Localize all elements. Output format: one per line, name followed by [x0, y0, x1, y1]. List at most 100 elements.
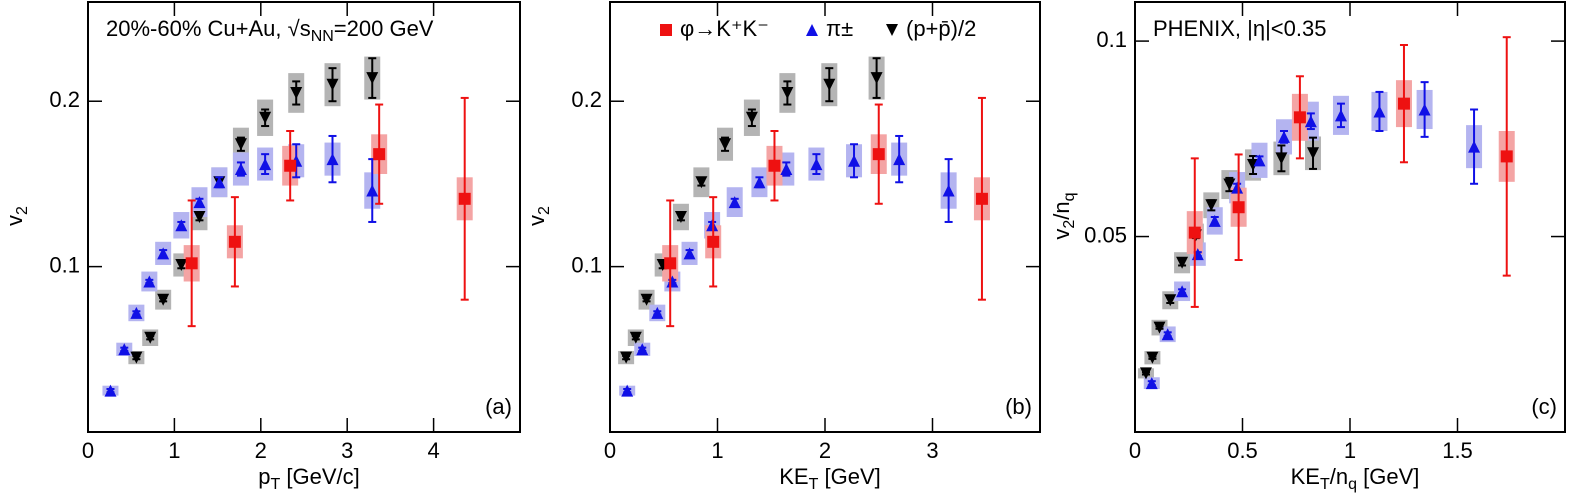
point [719, 138, 732, 151]
x-axis-label-part: [GeV/c] [280, 464, 359, 489]
point [185, 257, 198, 270]
point [706, 219, 719, 232]
y-axis-label-part: v [1049, 229, 1074, 240]
point [848, 154, 861, 167]
point [1176, 256, 1189, 269]
annotation-part: s [300, 16, 311, 41]
point [284, 159, 297, 172]
point [1397, 97, 1410, 110]
point [1208, 214, 1221, 227]
point [213, 176, 226, 189]
point [118, 343, 131, 356]
point [753, 176, 766, 189]
point [823, 78, 836, 91]
x-tick-label: 0 [604, 438, 616, 463]
point [157, 293, 170, 306]
y-axis-label: v2 [524, 206, 553, 226]
y-tick-label: 0.05 [1084, 222, 1127, 247]
x-axis-label: KET [GeV] [779, 464, 881, 493]
point [810, 158, 823, 171]
point [1468, 140, 1481, 153]
point [104, 384, 117, 397]
point [326, 153, 339, 166]
point [1205, 199, 1218, 212]
point [130, 351, 143, 364]
point [745, 111, 758, 124]
x-tick-label: 0 [1129, 438, 1141, 463]
point [674, 211, 687, 223]
point [1188, 226, 1201, 239]
legend-marker [806, 24, 818, 36]
legend-label: φ→K⁺K⁻ [680, 16, 769, 41]
point [1232, 201, 1245, 214]
point [1145, 377, 1158, 390]
legend-label: π± [826, 16, 853, 41]
x-tick-label: 2 [819, 438, 831, 463]
point [157, 247, 170, 260]
point [1223, 178, 1236, 191]
point [1307, 147, 1320, 160]
point [326, 78, 339, 91]
point [629, 331, 642, 344]
panel-label: (a) [485, 394, 512, 419]
point [781, 86, 794, 99]
point [893, 153, 906, 166]
x-tick-label: 3 [341, 438, 353, 463]
legend-marker [886, 24, 898, 36]
point [1253, 154, 1266, 167]
x-tick-label: 1.5 [1442, 438, 1473, 463]
y-tick-label: 0.1 [1096, 27, 1127, 52]
point [1418, 103, 1431, 116]
y-axis-label: v2 [2, 206, 31, 226]
point [175, 258, 188, 271]
x-axis-label-part: T [809, 476, 819, 493]
point [620, 351, 633, 364]
point [1139, 367, 1152, 380]
x-tick-label: 2 [255, 438, 267, 463]
point [259, 111, 272, 124]
x-axis-label-part: KE [779, 464, 808, 489]
legend-marker [660, 24, 672, 36]
point [143, 275, 156, 288]
point [234, 138, 247, 151]
y-axis-label-part: v [524, 215, 549, 226]
annotation-part: 20%-60% Cu+Au, √ [106, 16, 301, 41]
x-tick-label: 1 [168, 438, 180, 463]
point [1164, 294, 1177, 307]
point [975, 192, 988, 205]
y-axis-label-part: v [2, 215, 27, 226]
point [130, 306, 143, 319]
point [1275, 152, 1288, 165]
y-axis-label-part: 2 [14, 206, 31, 215]
x-tick-label: 3 [926, 438, 938, 463]
y-tick-label: 0.2 [49, 87, 80, 112]
x-axis-label-part: /n [1330, 464, 1348, 489]
point [234, 163, 247, 176]
point [1500, 150, 1513, 163]
point [175, 219, 188, 232]
x-axis-label-part: [GeV] [818, 464, 880, 489]
x-axis-label-part: T [1320, 476, 1330, 493]
y-tick-label: 0.1 [49, 252, 80, 277]
x-tick-label: 0.5 [1227, 438, 1258, 463]
panel-label: (b) [1005, 394, 1032, 419]
point [1334, 109, 1347, 122]
y-axis-label: v2/nq [1049, 192, 1078, 239]
point [1231, 181, 1244, 194]
point [664, 257, 677, 270]
annotation-part: =200 GeV [334, 16, 434, 41]
point [1146, 351, 1159, 364]
panel-label: (c) [1531, 394, 1557, 419]
point [290, 86, 303, 99]
x-axis-label-part: T [270, 476, 280, 493]
x-axis-label-part: p [258, 464, 270, 489]
x-axis-label-part: KE [1291, 464, 1320, 489]
point [144, 331, 157, 344]
y-axis-label-part: 2 [536, 206, 553, 215]
point [458, 192, 471, 205]
x-axis-label: KET/nq [GeV] [1291, 464, 1420, 493]
point [651, 306, 664, 319]
x-tick-label: 1 [1344, 438, 1356, 463]
point [683, 247, 696, 260]
